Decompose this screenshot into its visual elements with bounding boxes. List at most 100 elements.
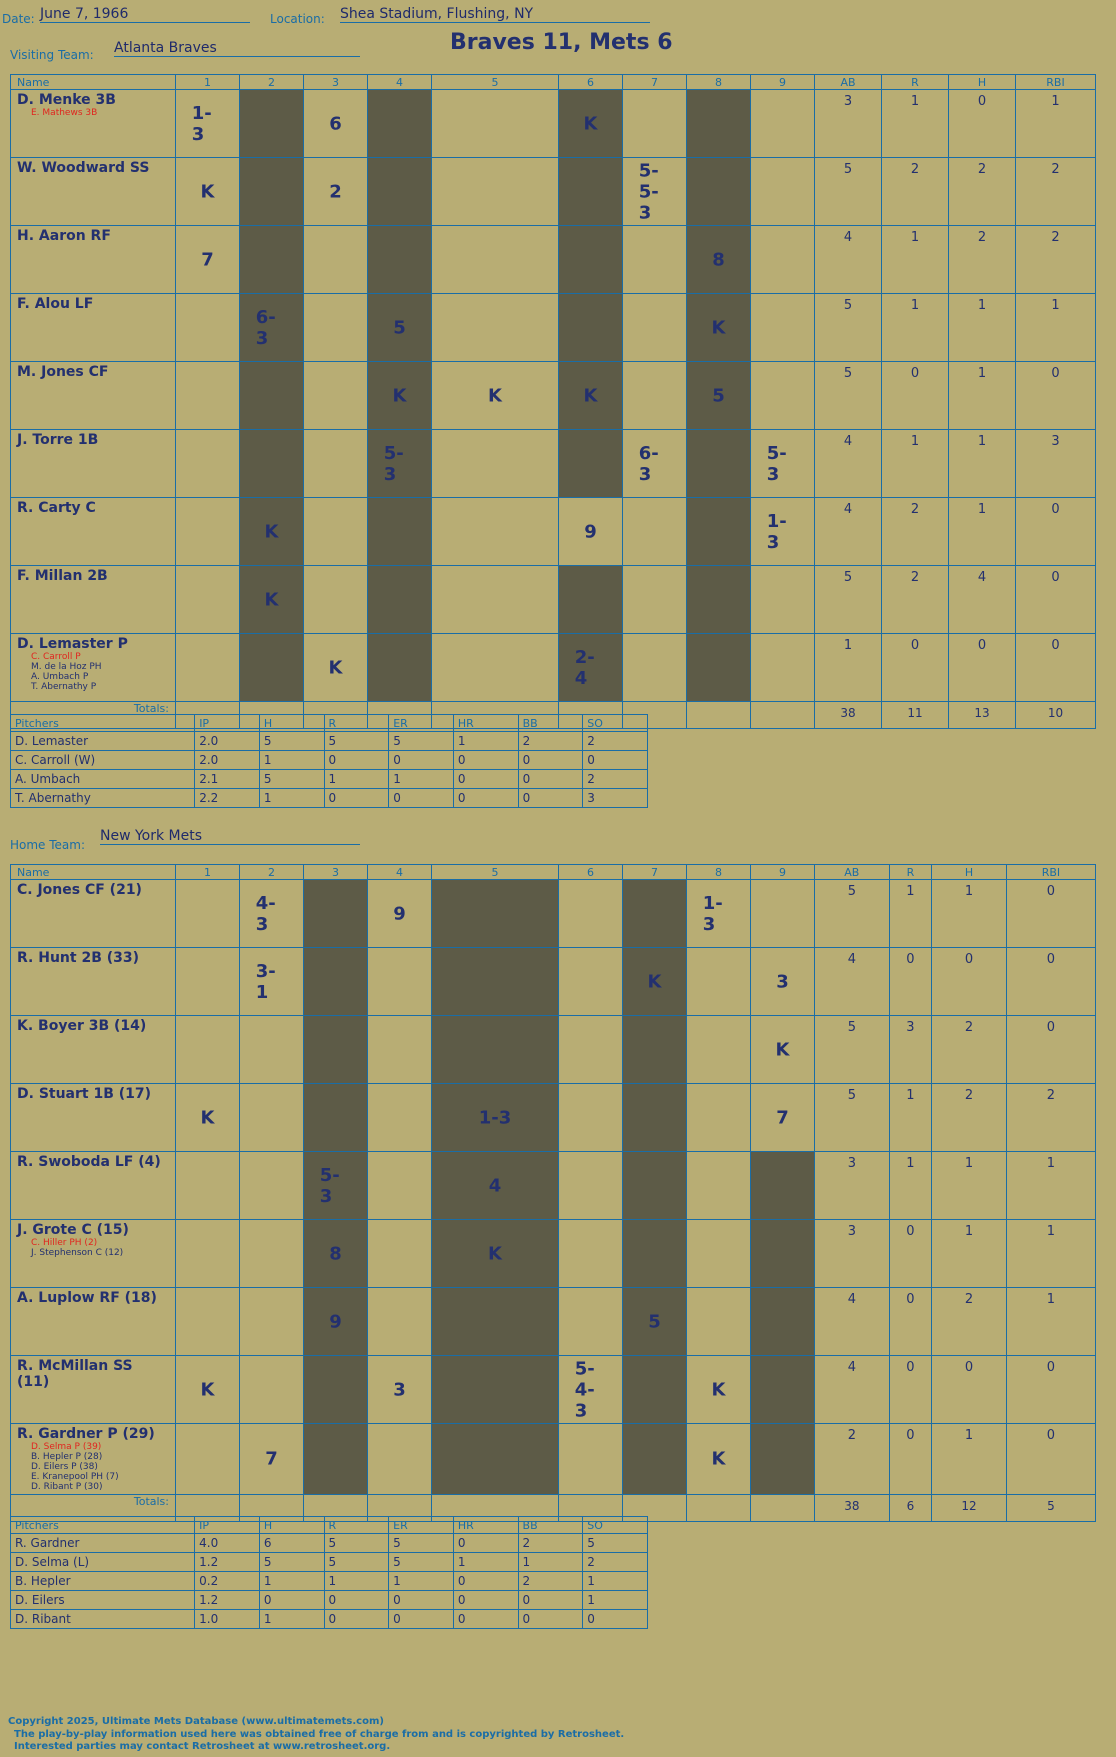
stat-cell: 5 (814, 1015, 890, 1084)
total-stat: 5 (1005, 1494, 1097, 1522)
pitcher-name: T. Abernathy (9, 788, 196, 808)
inning-cell: 5 (622, 1287, 687, 1356)
batter-name: J. Grote C (15) (17, 1222, 129, 1238)
stat-cell: 1 (814, 633, 882, 702)
pitching-stat: 1 (388, 769, 454, 789)
inning-cell (558, 1151, 623, 1220)
inning-cell (303, 1423, 368, 1495)
stat-cell: 1 (948, 429, 1016, 498)
inning-cell (175, 879, 240, 948)
inning-cell: 5 (367, 293, 432, 362)
pitching-stat: 0 (388, 1590, 454, 1610)
inning-cell: 4-3 (239, 879, 304, 948)
batter-name: R. Carty C (17, 500, 96, 516)
batter-row: K. Boyer 3B (14) K 5 3 2 0 (10, 1015, 1097, 1084)
stat-cell: 0 (1005, 947, 1097, 1016)
inning-cell (431, 633, 559, 702)
batter-row: C. Jones CF (21) 4-3 9 1-3 5 1 1 0 (10, 879, 1097, 948)
pitching-stat: 2.1 (194, 769, 260, 789)
pitcher-row: A. Umbach 2.1 5 1 1 0 0 2 (9, 769, 648, 789)
inning-cell (750, 361, 815, 430)
stat-cell: 0 (1015, 497, 1096, 566)
substitute-name: D. Selma P (39) (31, 1442, 102, 1452)
batter-name-cell: C. Jones CF (21) (10, 879, 176, 948)
pitching-column-header: H (258, 1516, 325, 1534)
batter-name: F. Alou LF (17, 296, 94, 312)
inning-cell (367, 1287, 432, 1356)
substitute-name: C. Hiller PH (2) (31, 1238, 98, 1248)
inning-cell: 5-3 (750, 429, 815, 498)
inning-cell: K (367, 361, 432, 430)
inning-cell (431, 879, 559, 948)
inning-cell (622, 361, 687, 430)
play-result: 7 (776, 1107, 789, 1128)
inning-cell (622, 1151, 687, 1220)
play-result: K (328, 657, 343, 678)
pitcher-name: D. Selma (L) (9, 1552, 196, 1572)
inning-cell: 7 (175, 225, 240, 294)
play-result: K (200, 1379, 215, 1400)
game-location: Shea Stadium, Flushing, NY (340, 6, 650, 23)
pitching-stat: 5 (388, 1552, 454, 1572)
inning-cell (239, 1083, 304, 1152)
inning-cell: K (175, 1083, 240, 1152)
pitcher-name: D. Ribant (9, 1609, 196, 1629)
stat-cell: 1 (931, 1219, 1007, 1288)
play-result: 6-3 (638, 442, 659, 485)
inning-cell: K (303, 633, 368, 702)
inning-cell (750, 89, 815, 158)
inning-cell (750, 157, 815, 226)
inning-cell (686, 1287, 751, 1356)
inning-cell (750, 1355, 815, 1424)
stat-cell: 4 (814, 1355, 890, 1424)
pitching-stat: 0 (517, 1609, 584, 1629)
inning-cell (239, 361, 304, 430)
play-result: 5-3 (766, 442, 787, 485)
play-result: K (647, 971, 662, 992)
pitching-stat: 1 (258, 1609, 325, 1629)
pitching-column-header: ER (388, 714, 454, 732)
play-result: K (264, 589, 279, 610)
inning-cell (431, 497, 559, 566)
pitcher-row: R. Gardner 4.0 6 5 5 0 2 5 (9, 1533, 648, 1553)
pitching-stat: 0 (452, 1533, 519, 1553)
play-result: 4-3 (255, 892, 276, 935)
inning-cell (750, 1423, 815, 1495)
stat-cell: 5 (814, 293, 882, 362)
inning-cell (367, 1151, 432, 1220)
pitching-column-header: SO (582, 714, 648, 732)
stat-cell: 1 (948, 293, 1016, 362)
batter-name-cell: A. Luplow RF (18) (10, 1287, 176, 1356)
inning-header: 2 (239, 864, 304, 880)
inning-cell: 3 (750, 947, 815, 1016)
home-pitching-table: Pitchers IP H R ER HR BB SO R. Gardner 4.0 6 5 5 0 2 5 D… (9, 1516, 648, 1629)
inning-cell (303, 497, 368, 566)
substitute-name: C. Carroll P (31, 652, 81, 662)
inning-cell (686, 565, 751, 634)
inning-cell (175, 293, 240, 362)
pitcher-row: T. Abernathy 2.2 1 0 0 0 0 3 (9, 788, 648, 808)
batter-name-cell: R. Hunt 2B (33) (10, 947, 176, 1016)
inning-cell (175, 1151, 240, 1220)
visiting-team-label: Visiting Team: (10, 48, 94, 62)
batter-name-cell: R. McMillan SS (11) (10, 1355, 176, 1424)
inning-cell: 8 (303, 1219, 368, 1288)
pitcher-row: B. Hepler 0.2 1 1 1 0 2 1 (9, 1571, 648, 1591)
batter-name-cell: D. Stuart 1B (17) (10, 1083, 176, 1152)
stat-cell: 2 (931, 1287, 1007, 1356)
stat-header: AB (814, 864, 890, 880)
batter-name-cell: F. Alou LF (10, 293, 176, 362)
pitching-column-header: R (323, 714, 390, 732)
pitching-stat: 1 (582, 1571, 648, 1591)
inning-cell: 1-3 (686, 879, 751, 948)
inning-cell (175, 565, 240, 634)
name-column-header: Name (10, 74, 176, 90)
play-result: 7 (265, 1448, 278, 1470)
stat-cell: 0 (881, 361, 949, 430)
inning-cell (303, 1015, 368, 1084)
pitching-stat: 0 (582, 1609, 648, 1629)
stat-cell: 0 (1005, 879, 1097, 948)
inning-header: 7 (622, 74, 687, 90)
inning-cell: 5-3 (303, 1151, 368, 1220)
stat-header: RBI (1015, 74, 1096, 90)
